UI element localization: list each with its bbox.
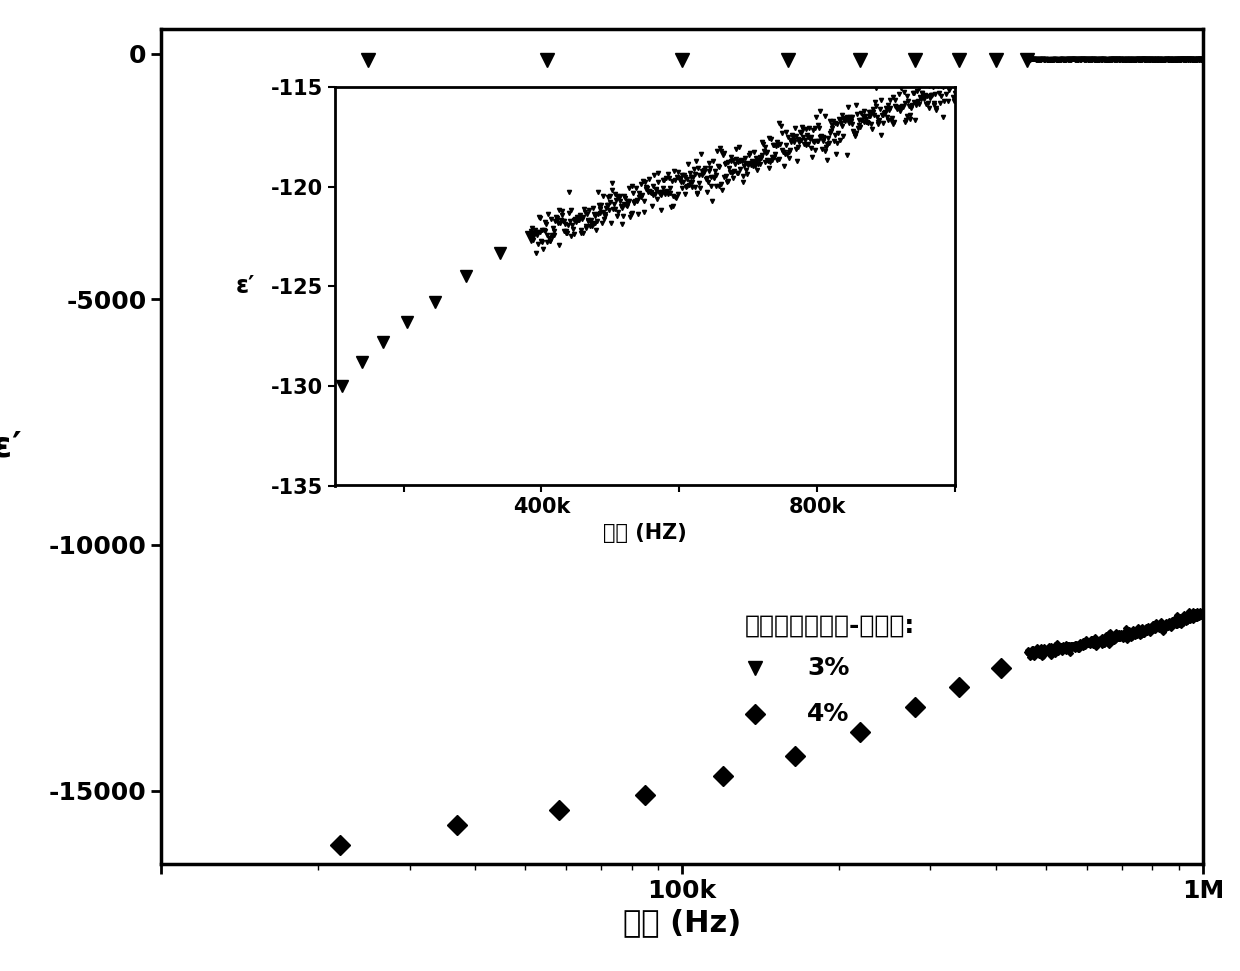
X-axis label: 频率 (Hz): 频率 (Hz): [622, 908, 742, 937]
Text: 3%: 3%: [807, 656, 849, 680]
Text: 聚二甲基硬氧烷-石墨烯:: 聚二甲基硬氧烷-石墨烯:: [744, 614, 915, 638]
X-axis label: 频率 (HZ): 频率 (HZ): [603, 522, 687, 543]
Y-axis label: ε′: ε′: [0, 429, 22, 464]
Text: 4%: 4%: [807, 702, 849, 726]
Y-axis label: ε′: ε′: [236, 275, 255, 298]
